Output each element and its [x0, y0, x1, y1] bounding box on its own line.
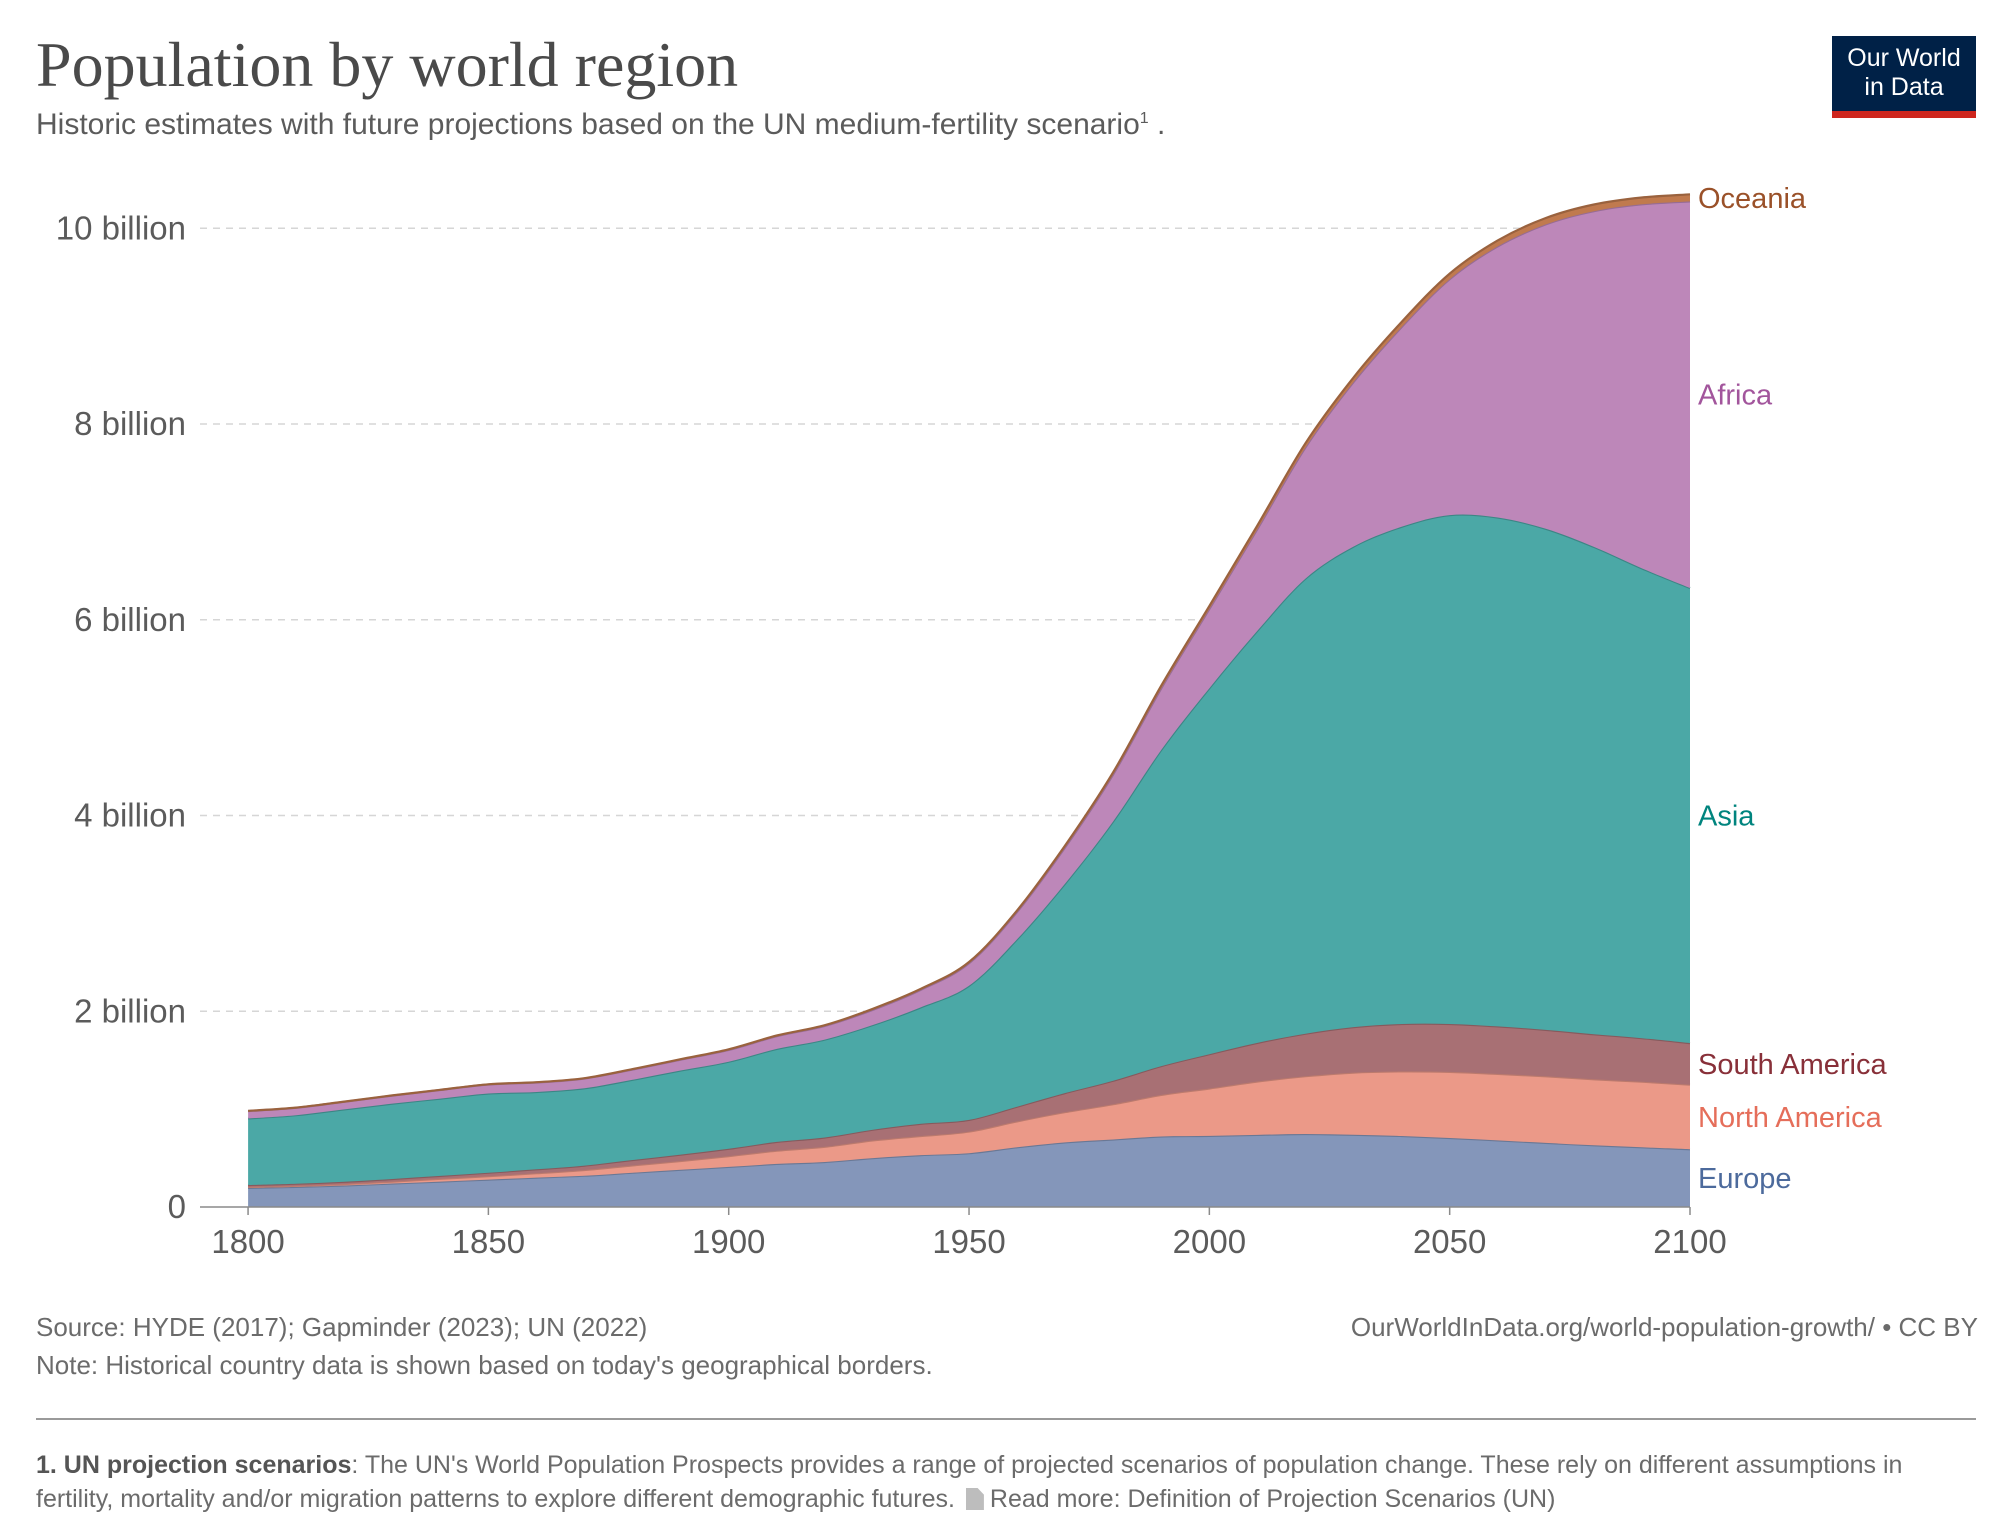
- area-south-america[interactable]: [248, 1023, 1691, 1187]
- note-text: Note: Historical country data is shown b…: [36, 1350, 933, 1380]
- footnote-text: : The UN's World Population Prospects pr…: [36, 1451, 1903, 1513]
- x-tick-label: 2050: [1413, 1223, 1486, 1260]
- x-tick-label: 1900: [692, 1223, 765, 1260]
- series-label-oceania[interactable]: Oceania: [1698, 183, 1807, 215]
- area-asia[interactable]: [248, 514, 1691, 1185]
- series-label-africa[interactable]: Africa: [1698, 380, 1773, 412]
- logo-line-2: in Data: [1864, 73, 1944, 101]
- x-tick-label: 1800: [211, 1223, 284, 1260]
- x-tick-label: 1950: [932, 1223, 1005, 1260]
- subtitle-end: .: [1148, 108, 1166, 141]
- series-label-north-america[interactable]: North America: [1698, 1102, 1883, 1134]
- footnote: 1. UN projection scenarios: The UN's Wor…: [36, 1448, 1986, 1516]
- area-north-america[interactable]: [248, 1071, 1691, 1188]
- footer-divider: [36, 1418, 1976, 1420]
- series-label-europe[interactable]: Europe: [1698, 1163, 1792, 1195]
- series-labels: Europe North America South America Asia Afri…: [1698, 183, 1887, 1195]
- y-tick-label: 4 billion: [74, 797, 186, 834]
- area-europe[interactable]: [248, 1134, 1691, 1207]
- y-tick-label: 0: [168, 1188, 186, 1225]
- chart-title: Population by world region: [36, 29, 739, 100]
- x-tick-label: 2000: [1173, 1223, 1246, 1260]
- x-tick-label: 1850: [452, 1223, 525, 1260]
- series-label-south-america[interactable]: South America: [1698, 1049, 1887, 1081]
- subtitle-text: Historic estimates with future projectio…: [36, 108, 1140, 141]
- chart-subtitle: Historic estimates with future projectio…: [36, 108, 1165, 142]
- owid-logo[interactable]: Our World in Data: [1832, 36, 1976, 118]
- source-text: Source: HYDE (2017); Gapminder (2023); U…: [36, 1312, 648, 1342]
- area-africa[interactable]: [248, 201, 1691, 1119]
- document-icon: [965, 1488, 984, 1510]
- area-edge-oceania: [248, 193, 1691, 1112]
- y-tick-label: 2 billion: [74, 992, 186, 1029]
- read-more-link[interactable]: Read more: Definition of Projection Scen…: [989, 1485, 1556, 1513]
- y-tick-label: 6 billion: [74, 601, 186, 638]
- footnote-marker[interactable]: 1: [1139, 110, 1149, 127]
- axes: 0 2 billion 4 billion 6 billion 8 billion 10 …: [56, 209, 1727, 1260]
- y-tick-label: 10 billion: [56, 209, 186, 246]
- y-tick-label: 8 billion: [74, 405, 186, 442]
- logo-line-1: Our World: [1847, 44, 1961, 72]
- source-url[interactable]: OurWorldInData.org/world-population-grow…: [1350, 1312, 1978, 1342]
- footnote-title: 1. UN projection scenarios: [36, 1451, 352, 1479]
- stacked-area-chart: 0 2 billion 4 billion 6 billion 8 billion 10 …: [56, 183, 1888, 1260]
- series-label-asia[interactable]: Asia: [1698, 801, 1755, 833]
- x-tick-label: 2100: [1653, 1223, 1726, 1260]
- area-series: [248, 193, 1691, 1207]
